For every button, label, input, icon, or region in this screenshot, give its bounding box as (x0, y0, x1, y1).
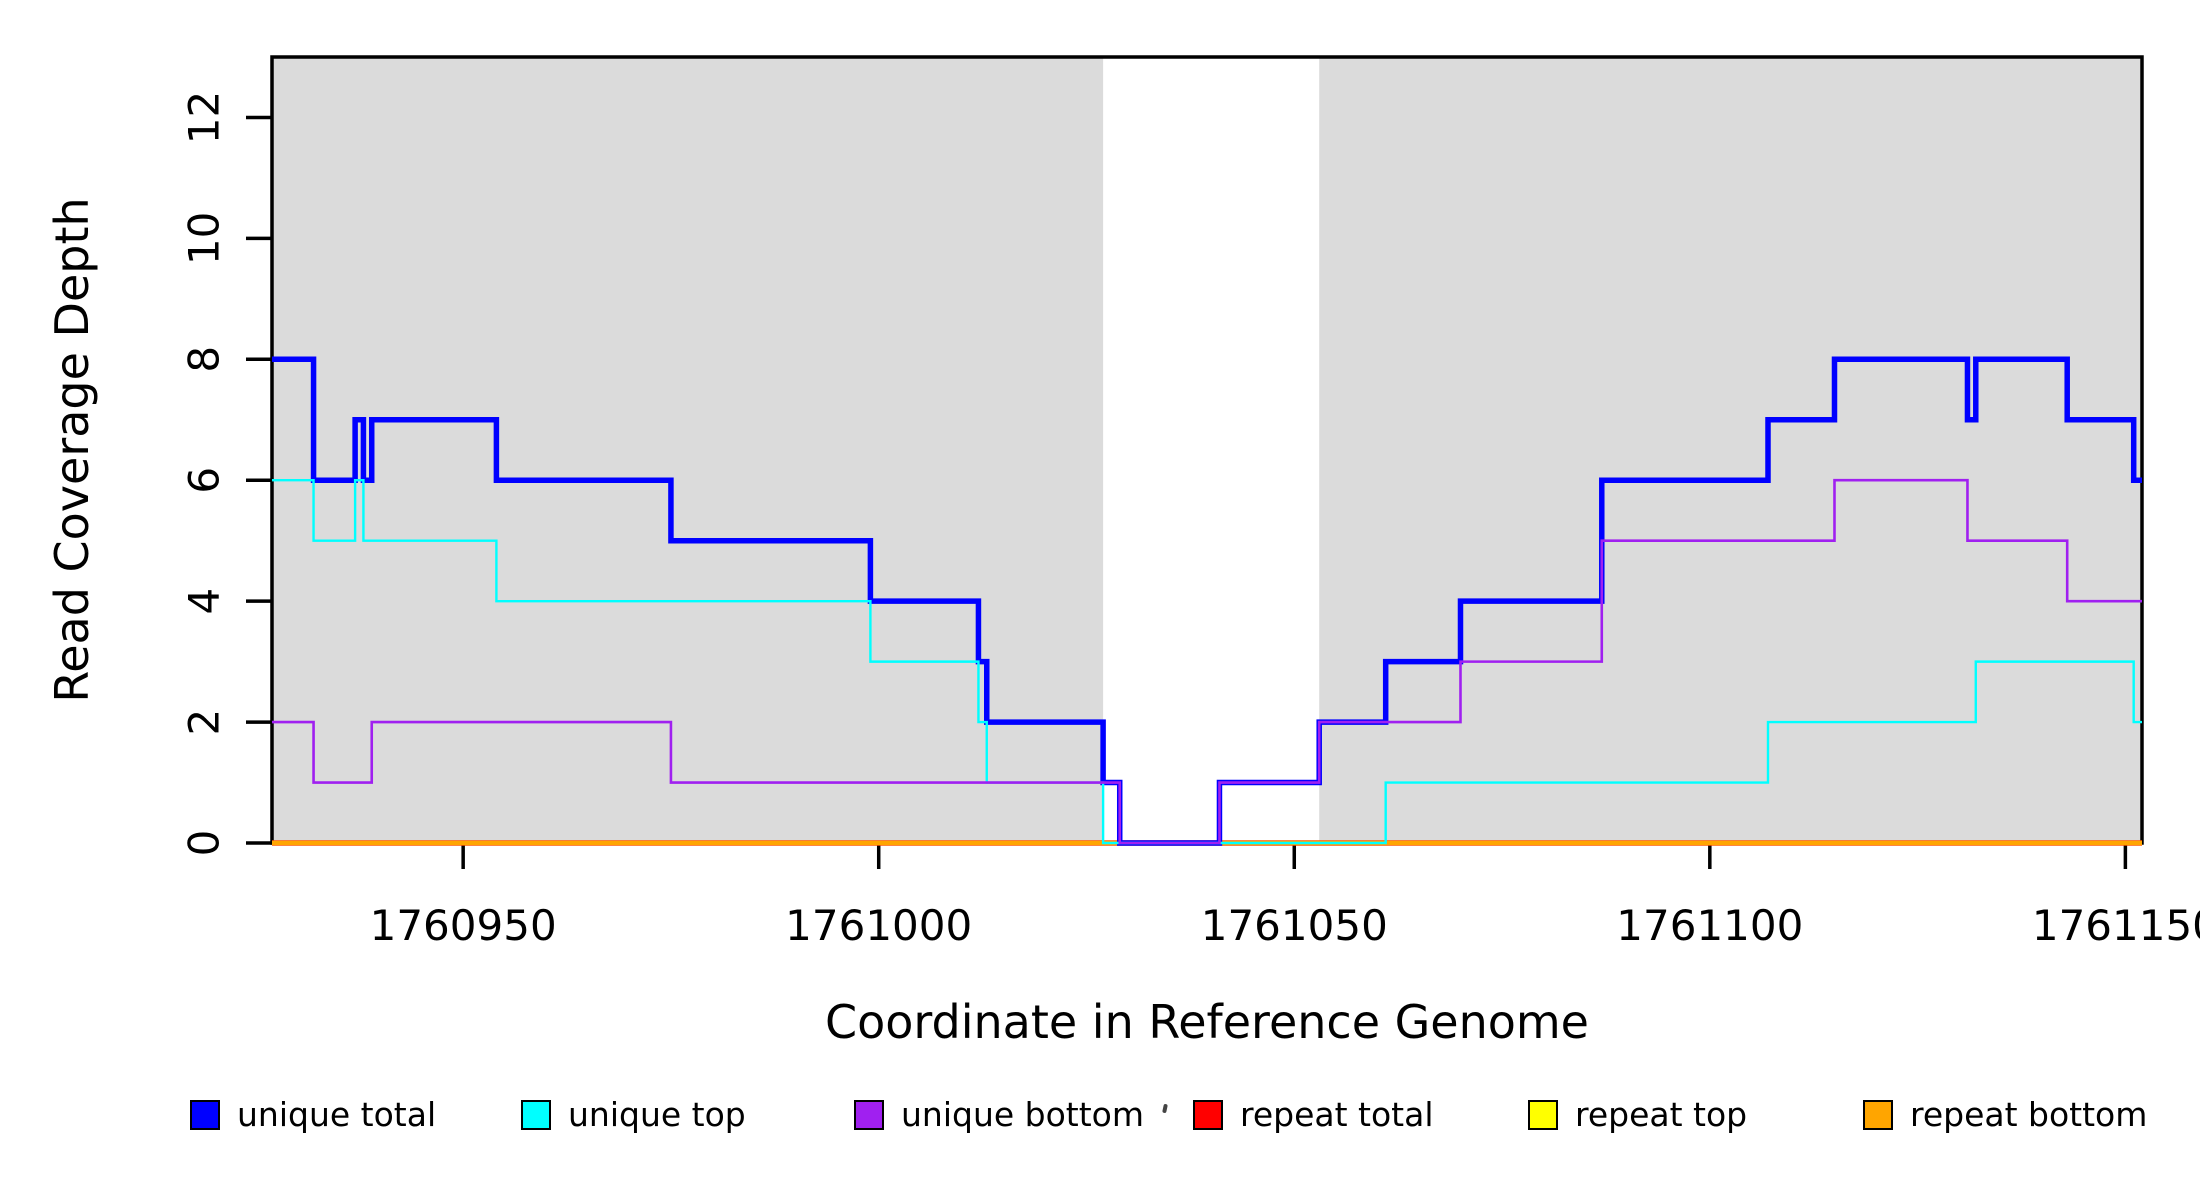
x-tick-label: 1761100 (1616, 901, 1803, 950)
series-unique-top (272, 479, 2142, 845)
x-tick-label: 1761050 (1201, 901, 1388, 950)
shaded-region-1 (1319, 57, 2142, 843)
y-axis-title: Read Coverage Depth (45, 197, 99, 703)
x-tick-label: 1761000 (785, 901, 972, 950)
x-tick-label: 1760950 (370, 901, 557, 950)
y-tick-label: 12 (180, 91, 229, 144)
series-unique-bottom (272, 478, 2142, 845)
x-axis-title: Coordinate in Reference Genome (825, 995, 1589, 1049)
y-tick-label: 8 (180, 346, 229, 373)
y-tick-label: 4 (180, 588, 229, 615)
y-tick-label: 6 (180, 467, 229, 494)
y-tick-label: 0 (180, 830, 229, 857)
shaded-region-0 (272, 57, 1104, 843)
y-tick-label: 2 (180, 709, 229, 736)
y-tick-label: 10 (180, 212, 229, 265)
